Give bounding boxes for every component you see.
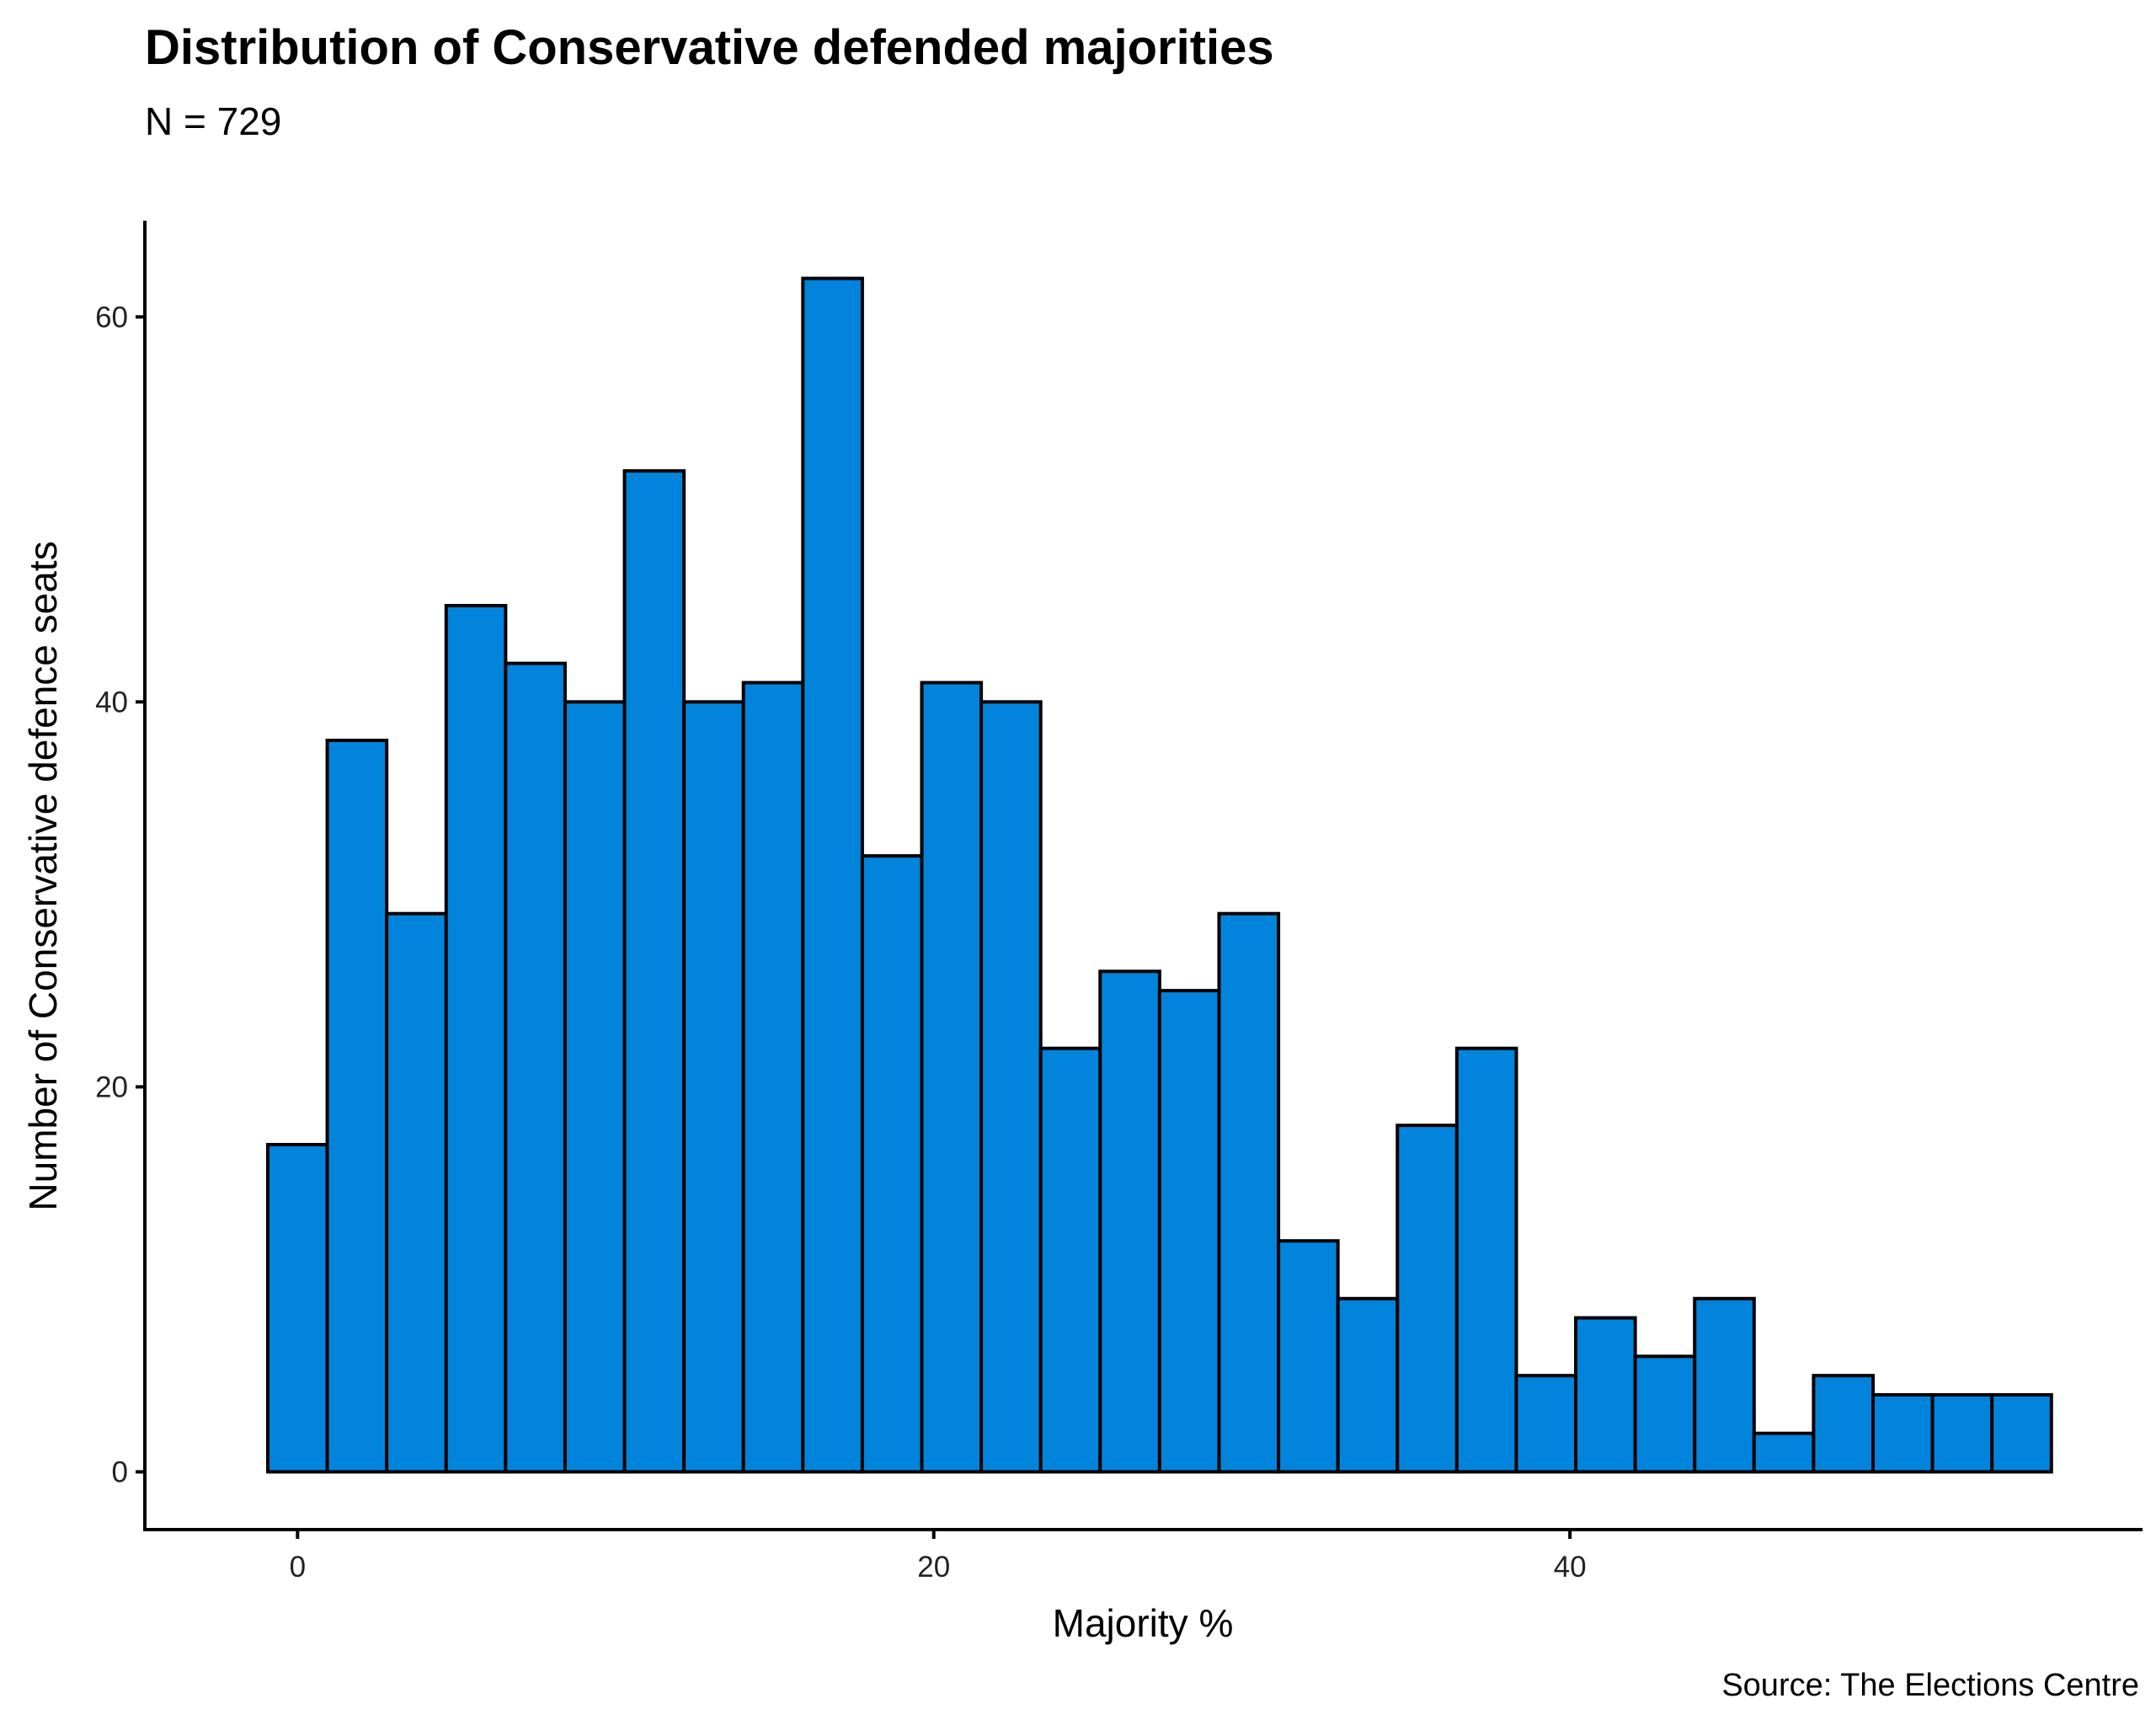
histogram-bar [860, 854, 924, 1474]
x-ticks-group: 0 20 40 [290, 1530, 1587, 1583]
histogram-bar [504, 661, 567, 1474]
x-tick-label: 20 [917, 1551, 950, 1583]
histogram-bar [1693, 1296, 1756, 1474]
histogram-bar [1871, 1393, 1935, 1474]
histogram-bar [622, 469, 686, 1474]
histogram-bar [563, 700, 627, 1474]
y-tick-label: 40 [95, 686, 128, 718]
histogram-bar [1038, 1046, 1102, 1474]
histogram-bar [1217, 911, 1281, 1474]
histogram-bar [1336, 1296, 1400, 1474]
histogram-bar [385, 911, 448, 1474]
histogram-bar [682, 700, 745, 1474]
x-tick-label: 40 [1554, 1551, 1587, 1583]
histogram-bar [1098, 969, 1161, 1474]
histogram-bar [1514, 1374, 1578, 1474]
histogram-bar [325, 739, 389, 1474]
histogram-bar [1396, 1124, 1459, 1474]
histogram-bar [1930, 1393, 1994, 1474]
x-axis-title: Majority % [1053, 1601, 1234, 1645]
histogram-bar [741, 681, 805, 1474]
x-tick-label: 0 [290, 1551, 306, 1583]
histogram-bar [1633, 1354, 1697, 1474]
chart-title: Distribution of Conservative defended ma… [145, 20, 1274, 75]
bars-group [265, 276, 2053, 1474]
histogram-bar [265, 1142, 329, 1474]
histogram-bar [1990, 1393, 2053, 1474]
histogram-bar [920, 681, 984, 1474]
chart-subtitle: N = 729 [145, 99, 281, 143]
histogram-bar [1752, 1431, 1816, 1474]
y-tick-label: 60 [95, 301, 128, 334]
histogram-bar [1812, 1374, 1876, 1474]
histogram-bar [979, 700, 1043, 1474]
y-tick-label: 0 [112, 1455, 128, 1488]
histogram-bar [1574, 1316, 1637, 1474]
histogram-bar [1277, 1239, 1340, 1474]
y-axis-title: Number of Conservative defence seats [21, 541, 65, 1210]
histogram-bar [444, 604, 508, 1474]
histogram-bar [1157, 989, 1221, 1474]
histogram-bar [801, 276, 864, 1474]
y-ticks-group: 0 20 40 60 [95, 301, 145, 1488]
chart-caption: Source: The Elections Centre [1721, 1668, 2139, 1703]
histogram-bar [1454, 1046, 1518, 1474]
y-tick-label: 20 [95, 1071, 128, 1103]
